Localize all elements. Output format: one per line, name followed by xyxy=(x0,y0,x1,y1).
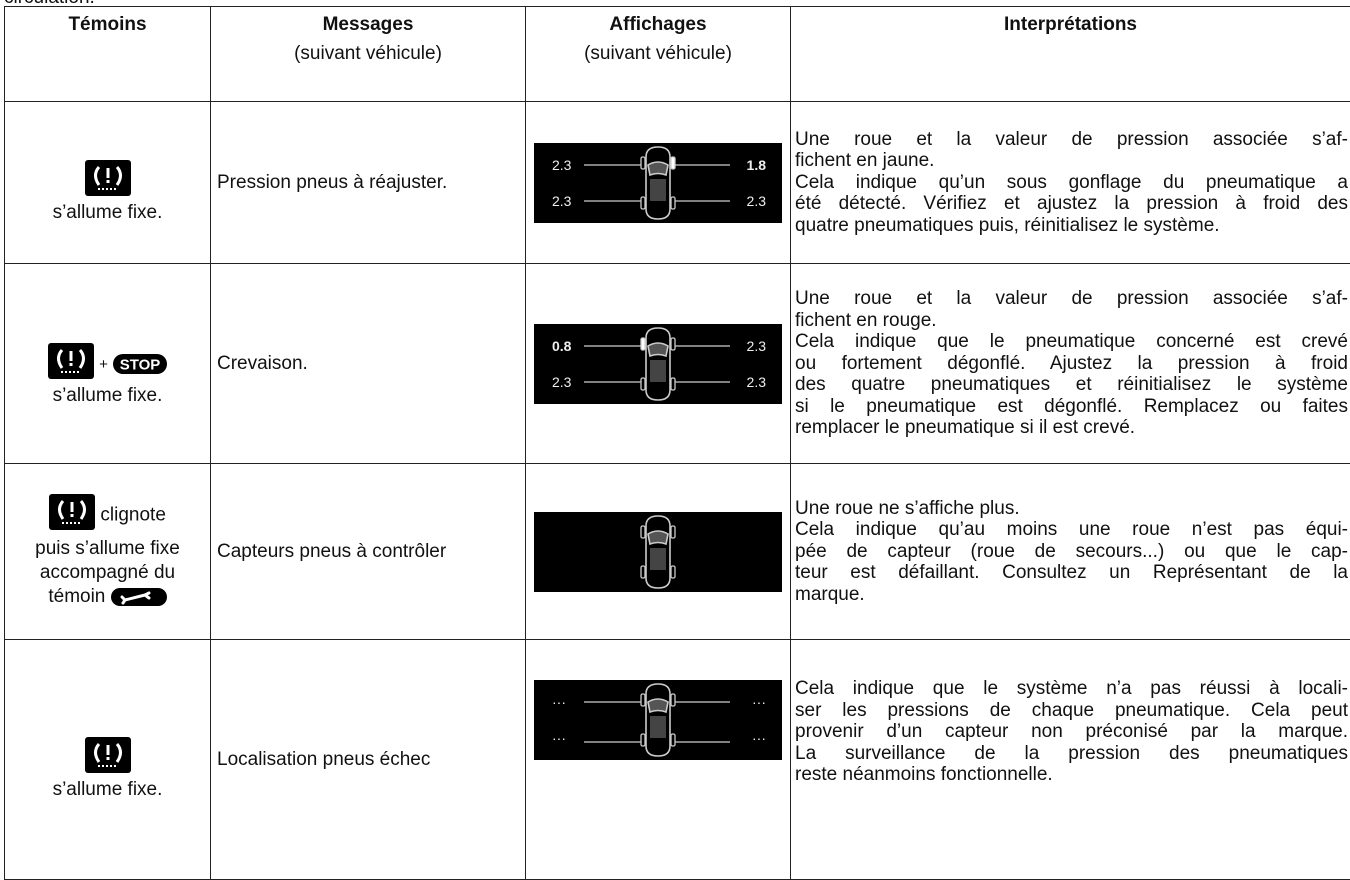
interpretation-line: remplacer le pneumatique si il est crevé… xyxy=(795,417,1348,439)
interpretation-line: Cela indique qu’un sous gonflage du pneu… xyxy=(795,172,1348,194)
header-cell: Témoins xyxy=(5,7,211,102)
pressure-value: 2.3 xyxy=(747,374,767,390)
pressure-value: 2.3 xyxy=(747,193,767,209)
interpretation-line: ou fortement dégonflé. Ajustez la pressi… xyxy=(795,353,1348,375)
pressure-value: ··· xyxy=(752,730,766,746)
header-cell: Affichages(suivant véhicule) xyxy=(526,7,791,102)
header-subtitle: (suivant véhicule) xyxy=(531,37,785,71)
interpretation-line: quatre pneumatiques puis, réinitialisez … xyxy=(795,215,1348,237)
display-cell: ··· ··· ··· ··· xyxy=(526,640,791,880)
interpretation-line: Cela indique que le système n’a pas réus… xyxy=(795,678,1348,700)
header-title: Affichages xyxy=(531,13,785,37)
interpretation-line: reste néanmoins fonctionnelle. xyxy=(795,764,1348,786)
header-title: Témoins xyxy=(10,13,205,37)
message-cell: Pression pneus à réajuster. xyxy=(211,102,526,264)
pressure-value: 2.3 xyxy=(747,338,767,354)
pressure-value: 2.3 xyxy=(552,157,572,173)
tpms-display: 2.3 1.8 2.3 2.3 xyxy=(534,143,782,223)
pressure-value: ··· xyxy=(552,730,566,746)
header-title: Interprétations xyxy=(796,13,1345,37)
pressure-value: ··· xyxy=(552,694,566,710)
temoin-text: témoin xyxy=(48,586,105,607)
tpms-icon xyxy=(85,160,131,196)
tpms-icon xyxy=(85,737,131,773)
interpretation-line: ser les pressions de chaque pneumatique.… xyxy=(795,700,1348,722)
wheel xyxy=(671,157,675,169)
interpretation-cell: Une roue et la valeur de pression associ… xyxy=(791,264,1350,464)
interpretation-cell: Une roue et la valeur de pression associ… xyxy=(791,102,1350,264)
tpms-display xyxy=(534,512,782,592)
tpms-icon xyxy=(48,343,94,379)
tpms-table: Témoins Messages(suivant véhicule) Affic… xyxy=(4,6,1350,880)
interpretation-line: marque. xyxy=(795,584,1348,606)
temoin-text: puis s’allume fixe xyxy=(10,537,205,561)
pressure-value: ··· xyxy=(752,694,766,710)
temoin-text: s’allume fixe. xyxy=(10,385,205,407)
interpretation-line: Cela indique que le pneumatique concerné… xyxy=(795,331,1348,353)
wheel xyxy=(641,338,645,350)
tpms-display: 0.8 2.3 2.3 2.3 xyxy=(534,324,782,404)
display-cell xyxy=(526,464,791,640)
pressure-value: 0.8 xyxy=(552,338,572,354)
interpretation-line: Une roue et la valeur de pression associ… xyxy=(795,288,1348,310)
stop-label: STOP xyxy=(120,356,161,373)
interpretation-line: teur est défaillant. Consultez un Représ… xyxy=(795,562,1348,584)
display-cell: 2.3 1.8 2.3 2.3 xyxy=(526,102,791,264)
temoin-cell: + STOP s’allume fixe. xyxy=(5,264,211,464)
interpretation-line: Cela indique qu’au moins une roue n’est … xyxy=(795,519,1348,541)
tpms-icon xyxy=(49,494,95,530)
interpretation-line: Une roue ne s’affiche plus. xyxy=(795,498,1348,520)
row: + STOP s’allume fixe. Crevaison. 0.8 2.3 2.… xyxy=(5,264,1350,464)
stop-icon: STOP xyxy=(113,353,167,375)
display-cell: 0.8 2.3 2.3 2.3 xyxy=(526,264,791,464)
temoin-cell: s’allume fixe. xyxy=(5,640,211,880)
row: s’allume fixe. Localisation pneus échec … xyxy=(5,640,1350,880)
interpretation-cell: Une roue ne s’affiche plus.Cela indique … xyxy=(791,464,1350,640)
temoin-text: accompagné du xyxy=(10,561,205,585)
interpretation-line: des quatre pneumatiques et réinitialisez… xyxy=(795,374,1348,396)
header-cell: Messages(suivant véhicule) xyxy=(211,7,526,102)
header-row: Témoins Messages(suivant véhicule) Affic… xyxy=(5,7,1350,102)
temoin-text: clignote xyxy=(100,505,166,526)
row: s’allume fixe. Pression pneus à réajuste… xyxy=(5,102,1350,264)
message-cell: Crevaison. xyxy=(211,264,526,464)
interpretation-line: Une roue et la valeur de pression associ… xyxy=(795,129,1348,151)
interpretation-line: La surveillance de la pression des pneum… xyxy=(795,743,1348,765)
temoin-text: s’allume fixe. xyxy=(10,779,205,801)
temoin-cell: s’allume fixe. xyxy=(5,102,211,264)
message-cell: Localisation pneus échec xyxy=(211,640,526,880)
interpretation-line: pée de capteur (roue de secours...) ou q… xyxy=(795,541,1348,563)
pressure-value: 2.3 xyxy=(552,193,572,209)
pressure-value: 1.8 xyxy=(747,157,767,173)
plus-sign: + xyxy=(99,356,108,373)
interpretation-line: été détecté. Vérifiez et ajustez la pres… xyxy=(795,193,1348,215)
interpretation-line: si le pneumatique est dégonflé. Remplace… xyxy=(795,396,1348,418)
header-title: Messages xyxy=(216,13,520,37)
pressure-value: 2.3 xyxy=(552,374,572,390)
message-cell: Capteurs pneus à contrôler xyxy=(211,464,526,640)
interpretation-cell: Cela indique que le système n’a pas réus… xyxy=(791,640,1350,880)
temoin-text: s’allume fixe. xyxy=(10,202,205,224)
header-cell: Interprétations xyxy=(791,7,1350,102)
wrench-icon xyxy=(111,587,167,607)
tpms-display: ··· ··· ··· ··· xyxy=(534,680,782,760)
interpretation-line: fichent en rouge. xyxy=(795,310,1348,332)
interpretation-line: provenir d’un capteur non préconisé par … xyxy=(795,721,1348,743)
interpretation-line: fichent en jaune. xyxy=(795,150,1348,172)
header-subtitle: (suivant véhicule) xyxy=(216,37,520,71)
